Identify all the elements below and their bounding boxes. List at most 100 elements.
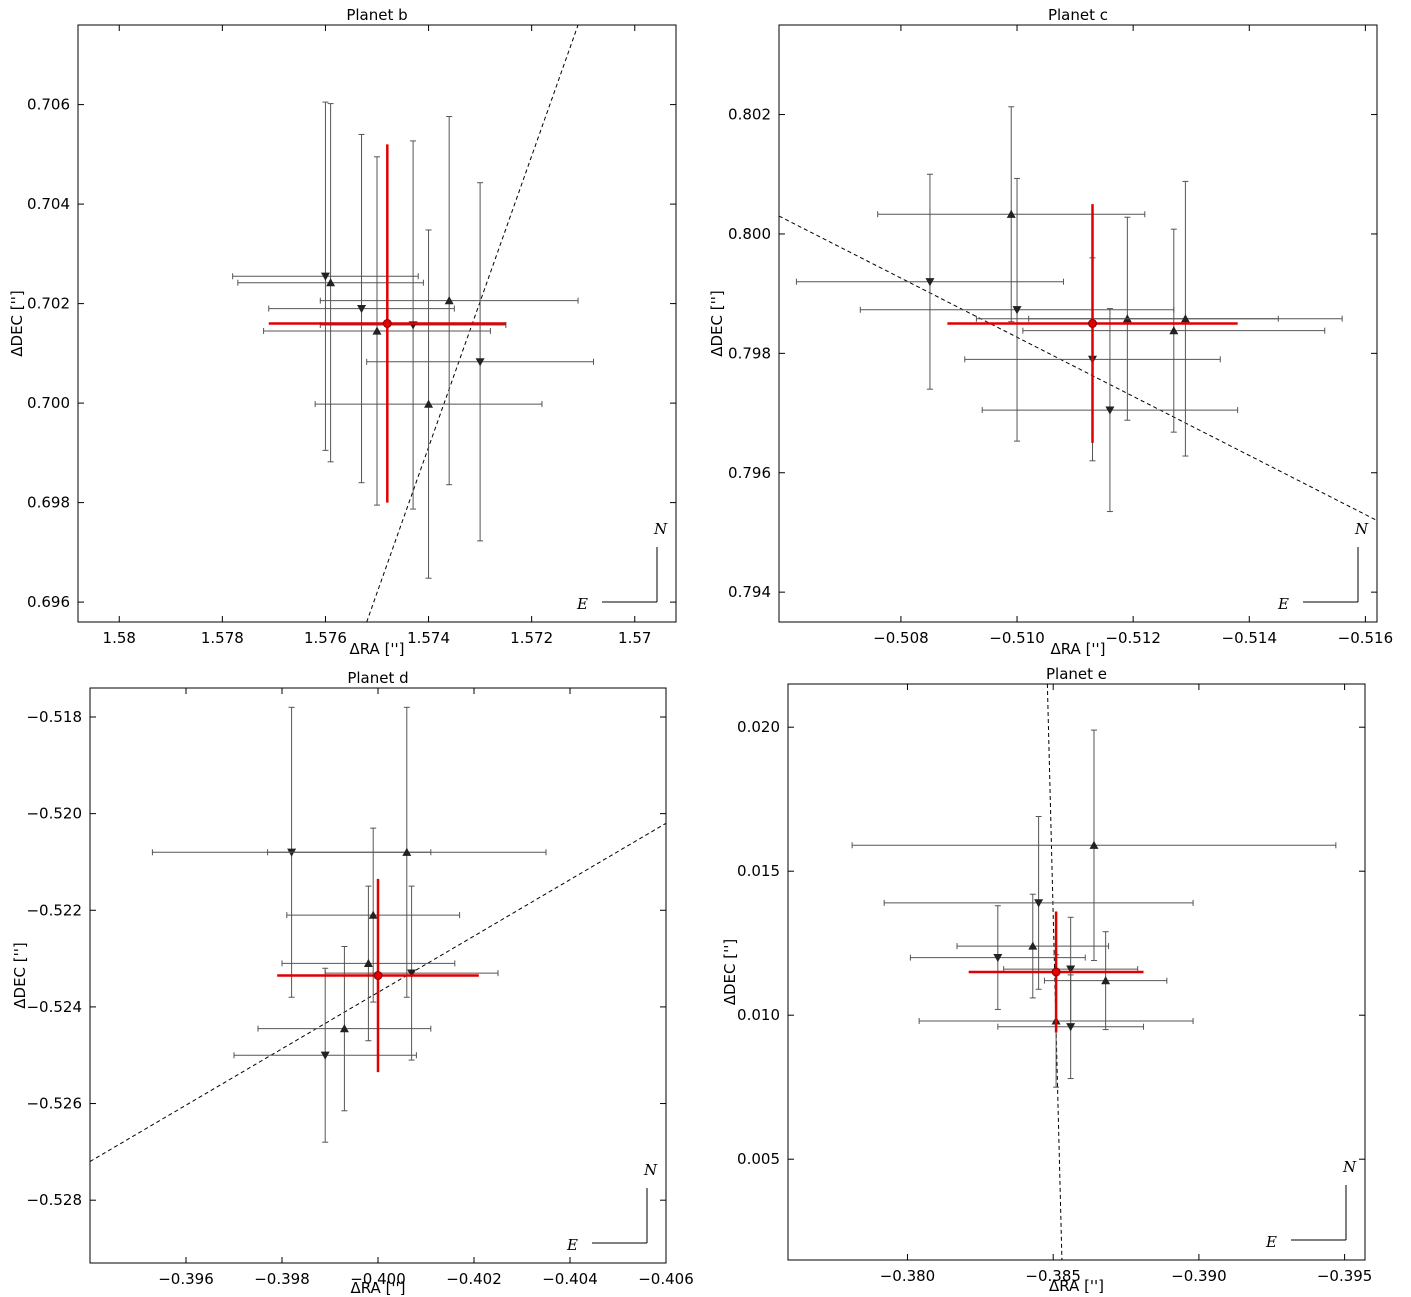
triangle-down-marker bbox=[357, 304, 367, 314]
x-tick-label: −0.404 bbox=[542, 1270, 598, 1288]
y-tick-label: −0.528 bbox=[26, 1191, 82, 1209]
x-tick-label: 1.58 bbox=[103, 629, 136, 647]
y-tick-label: 0.800 bbox=[728, 225, 771, 243]
x-tick-label: 1.576 bbox=[304, 629, 347, 647]
y-tick-label: 0.794 bbox=[728, 583, 771, 601]
compass-east-label: E bbox=[1265, 1233, 1277, 1251]
y-tick-label: 0.704 bbox=[27, 195, 70, 213]
y-tick-label: 0.798 bbox=[728, 344, 771, 362]
plot-frame bbox=[778, 24, 1378, 623]
x-tick-label: −0.400 bbox=[350, 1270, 406, 1288]
triangle-up-marker bbox=[402, 847, 412, 856]
x-tick-label: −0.514 bbox=[1222, 629, 1278, 647]
x-axis-label: ΔRA [''] bbox=[350, 1279, 405, 1297]
x-tick-label: 1.57 bbox=[618, 629, 651, 647]
triangle-up-marker bbox=[363, 958, 373, 968]
y-tick-label: −0.526 bbox=[26, 1095, 82, 1113]
triangle-up-marker bbox=[326, 278, 336, 287]
chart-title: Planet d bbox=[347, 669, 408, 687]
chart-title: Planet e bbox=[1046, 665, 1107, 683]
triangle-down-marker bbox=[1105, 406, 1115, 415]
orbit-dashed-line bbox=[90, 822, 666, 1162]
y-tick-label: 0.005 bbox=[737, 1150, 780, 1168]
triangle-down-marker bbox=[993, 954, 1003, 963]
x-tick-label: −0.402 bbox=[446, 1270, 502, 1288]
triangle-down-marker bbox=[1066, 1023, 1076, 1032]
plot-frame bbox=[77, 24, 677, 623]
y-tick-label: −0.522 bbox=[26, 901, 82, 919]
triangle-up-marker bbox=[372, 326, 382, 335]
y-tick-label: −0.518 bbox=[26, 708, 82, 726]
triangle-down-marker bbox=[320, 272, 330, 281]
y-tick-label: 0.020 bbox=[737, 718, 780, 736]
triangle-down-marker bbox=[475, 358, 485, 367]
compass-north-label: N bbox=[653, 520, 668, 538]
y-tick-label: 0.796 bbox=[728, 464, 771, 482]
x-tick-label: 1.572 bbox=[510, 629, 553, 647]
mean-marker bbox=[382, 319, 392, 328]
triangle-up-marker bbox=[1006, 209, 1016, 218]
plot-area bbox=[90, 706, 666, 1162]
y-axis-label: ΔDEC [''] bbox=[708, 290, 726, 356]
triangle-down-marker bbox=[925, 278, 935, 287]
triangle-up-marker bbox=[444, 296, 454, 305]
plot-frame bbox=[89, 687, 667, 1264]
plot-area bbox=[851, 684, 1337, 1260]
y-tick-label: 0.702 bbox=[27, 295, 70, 313]
triangle-up-marker bbox=[1169, 326, 1179, 335]
y-tick-label: 0.698 bbox=[27, 494, 70, 512]
orbit-dashed-line bbox=[779, 215, 1377, 521]
triangle-up-marker bbox=[1101, 976, 1111, 985]
panel-planet-e: Planet e −0.380 −0.385 −0.390 −0.395 0.005 0.0… bbox=[721, 665, 1372, 1295]
compass-north-label: N bbox=[1342, 1158, 1357, 1176]
y-tick-label: 0.700 bbox=[27, 394, 70, 412]
triangle-up-marker bbox=[1028, 941, 1038, 950]
y-tick-label: −0.520 bbox=[26, 805, 82, 823]
y-tick-label: 0.010 bbox=[737, 1006, 780, 1024]
x-tick-label: −0.398 bbox=[254, 1270, 310, 1288]
x-tick-label: −0.390 bbox=[1171, 1267, 1227, 1285]
triangle-down-marker bbox=[1034, 899, 1044, 908]
x-axis-label: ΔRA [''] bbox=[349, 640, 404, 658]
chart-title: Planet b bbox=[346, 6, 407, 24]
x-tick-label: −0.395 bbox=[1317, 1267, 1373, 1285]
triangle-down-marker bbox=[1066, 965, 1076, 974]
x-tick-label: −0.508 bbox=[873, 629, 929, 647]
triangle-up-marker bbox=[368, 910, 378, 919]
triangle-up-marker bbox=[339, 1024, 349, 1033]
y-axis-label: ΔDEC [''] bbox=[11, 942, 29, 1008]
compass-north-label: N bbox=[643, 1161, 658, 1179]
triangle-up-marker bbox=[1180, 314, 1190, 323]
compass-east-label: E bbox=[566, 1236, 578, 1254]
compass-east-label: E bbox=[576, 595, 588, 613]
y-tick-label: 0.015 bbox=[737, 862, 780, 880]
x-axis-label: ΔRA [''] bbox=[1049, 1277, 1104, 1295]
triangle-down-marker bbox=[320, 1051, 330, 1060]
x-tick-label: −0.380 bbox=[880, 1267, 936, 1285]
triangle-up-marker bbox=[1089, 840, 1099, 849]
plot-area bbox=[779, 106, 1377, 521]
triangle-down-marker bbox=[407, 969, 417, 978]
x-tick-label: −0.516 bbox=[1338, 629, 1394, 647]
x-tick-label: −0.512 bbox=[1105, 629, 1161, 647]
compass-east-label: E bbox=[1277, 595, 1289, 613]
panel-planet-c: Planet c −0.508 −0.510 −0.512 −0.514 −0.516 0.… bbox=[708, 6, 1393, 658]
mean-marker bbox=[1051, 967, 1061, 977]
triangle-down-marker bbox=[1012, 306, 1022, 315]
mean-marker bbox=[1088, 319, 1098, 328]
y-tick-label: 0.706 bbox=[27, 96, 70, 114]
x-tick-label: −0.406 bbox=[638, 1270, 694, 1288]
mean-marker bbox=[373, 971, 383, 980]
y-tick-label: −0.524 bbox=[26, 998, 82, 1016]
x-tick-label: −0.396 bbox=[158, 1270, 214, 1288]
y-axis-label: ΔDEC [''] bbox=[721, 939, 739, 1005]
panel-planet-d: Planet d −0.396 −0.398 −0.400 −0.402 −0.404 −0… bbox=[11, 669, 694, 1297]
plot-area bbox=[232, 25, 595, 622]
triangle-up-marker bbox=[424, 399, 434, 408]
x-tick-label: 1.578 bbox=[201, 629, 244, 647]
compass-north-label: N bbox=[1354, 520, 1369, 538]
y-tick-label: 0.696 bbox=[27, 593, 70, 611]
x-tick-label: −0.385 bbox=[1025, 1267, 1081, 1285]
y-tick-label: 0.802 bbox=[728, 106, 771, 124]
